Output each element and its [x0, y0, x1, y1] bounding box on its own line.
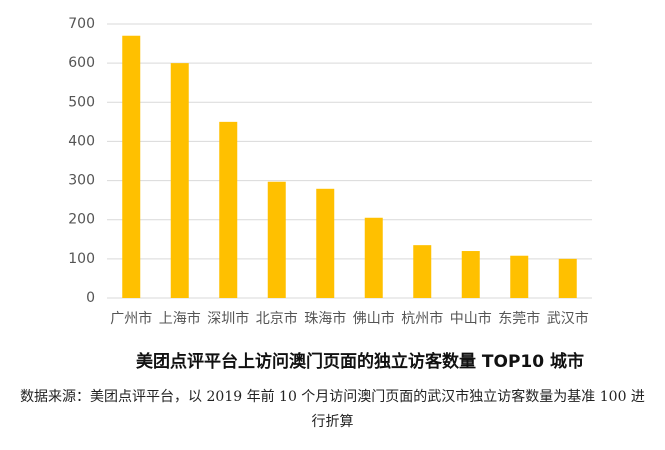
chart: 美团点评平台上访问澳门页面的独立访客数量 TOP10 城市 0 100 200 300… — [68, 16, 592, 372]
bar — [170, 63, 189, 299]
y-tick-label: 500 — [68, 94, 95, 110]
bar — [122, 35, 141, 298]
bar — [364, 217, 383, 298]
bar — [461, 251, 480, 298]
y-tick-label: 600 — [68, 55, 95, 71]
y-tick-label: 100 — [68, 251, 95, 267]
x-tick-label: 珠海市 — [304, 310, 346, 327]
x-tick-label: 广州市 — [110, 310, 152, 327]
x-tick-label: 深圳市 — [207, 310, 249, 327]
x-tick-label: 东莞市 — [498, 310, 540, 327]
x-tick-label: 佛山市 — [353, 310, 395, 327]
y-tick-label: 700 — [68, 16, 95, 32]
x-tick-label: 上海市 — [159, 310, 201, 327]
bar — [219, 121, 238, 298]
y-tick-label: 300 — [68, 173, 95, 189]
x-tick-label: 杭州市 — [401, 310, 443, 327]
bar — [413, 245, 432, 298]
x-tick-label: 武汉市 — [547, 310, 589, 327]
bar — [267, 181, 286, 298]
y-tick-label: 0 — [86, 290, 95, 306]
chart-title: 美团点评平台上访问澳门页面的独立访客数量 TOP10 城市 — [136, 351, 584, 372]
y-tick-label: 400 — [68, 133, 95, 149]
source-note: 数据来源：美团点评平台，以 2019 年前 10 个月访问澳门页面的武汉市独立访… — [20, 389, 645, 430]
bar — [510, 255, 529, 298]
bar — [558, 258, 577, 298]
bar — [316, 188, 335, 298]
x-tick-label: 北京市 — [256, 310, 298, 327]
x-tick-label: 中山市 — [450, 310, 492, 327]
y-tick-label: 200 — [68, 212, 95, 228]
